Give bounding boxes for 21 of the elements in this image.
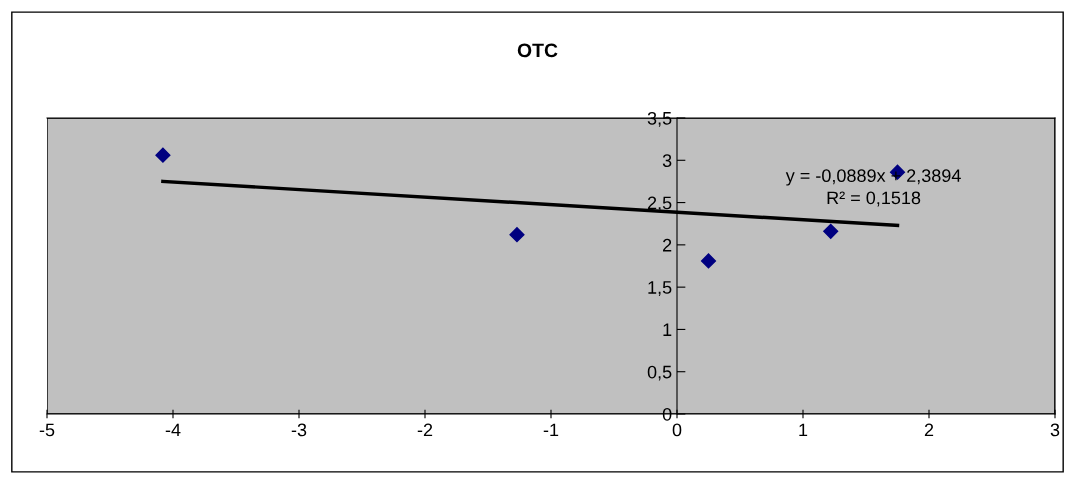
y-tick-label: 1 (663, 323, 672, 336)
x-tick-label: 1 (799, 423, 808, 437)
point (823, 223, 839, 239)
x-tick-label: -5 (39, 423, 55, 437)
y-tick-label: 2 (663, 238, 672, 252)
y-tick-label: 0,5 (647, 365, 672, 381)
y-tick-label: 1,5 (648, 281, 672, 296)
point (155, 147, 171, 163)
point (509, 227, 525, 243)
x-tick-label: 2 (924, 423, 934, 437)
y-tick-label: 3 (662, 154, 672, 168)
y-tick-label: 2,5 (647, 196, 672, 212)
x-tick-label: -3 (291, 423, 307, 437)
point (700, 253, 717, 269)
annotation: R² = 0,1518 (827, 191, 921, 207)
chart-title: OTC (517, 43, 558, 58)
x-tick-label: -2 (417, 423, 433, 437)
x-tick-label: -4 (165, 423, 181, 437)
x-tick-label: 3 (1050, 423, 1060, 437)
x-tick-label: -1 (543, 423, 559, 437)
x-tick-label: 0 (672, 423, 682, 437)
